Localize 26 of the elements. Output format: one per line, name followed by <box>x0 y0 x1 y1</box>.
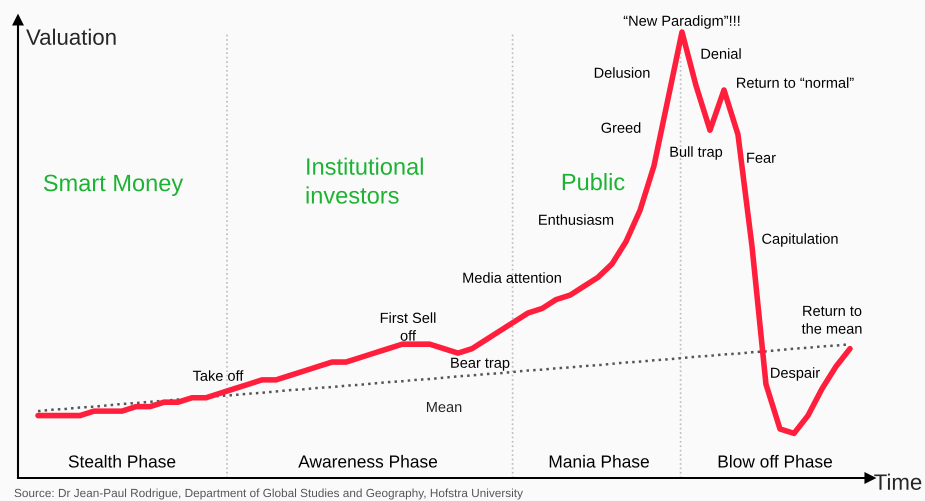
annotation: Capitulation <box>762 233 838 247</box>
annotation: Return to the mean <box>802 306 862 334</box>
annotation: Bull trap <box>670 146 722 160</box>
annotation: Enthusiasm <box>539 214 614 225</box>
annotation: Delusion <box>594 67 650 78</box>
source-note: Source: Dr Jean-Paul Rodrigue, Department of Global Studies and Geography, Hofstra University <box>14 488 523 500</box>
annotation: Institutional investors <box>306 158 423 204</box>
y-axis-title: Valuation <box>26 28 116 45</box>
annotation: Mania Phase <box>550 454 649 468</box>
annotation: Return to “normal” <box>737 77 854 88</box>
annotation: Greed <box>601 122 640 133</box>
annotation: Media attention <box>463 272 561 283</box>
text: “New Paradigm”!!! <box>624 15 740 29</box>
annotation: Smart Money <box>44 174 184 196</box>
x-axis-title: Time <box>874 474 922 490</box>
annotation: Denial <box>702 48 741 59</box>
annotation: Awareness Phase <box>298 454 438 468</box>
annotation: First Sell off <box>380 312 436 341</box>
annotation: Despair <box>771 367 820 381</box>
annotation: Fear <box>747 152 776 163</box>
annotation: Bear trap <box>451 358 510 371</box>
annotation: Public <box>562 172 625 190</box>
annotation: Stealth Phase <box>68 454 176 468</box>
series-label: Mean <box>426 402 462 412</box>
annotation: Blow off Phase <box>718 454 832 468</box>
annotation: Take off <box>192 370 244 381</box>
